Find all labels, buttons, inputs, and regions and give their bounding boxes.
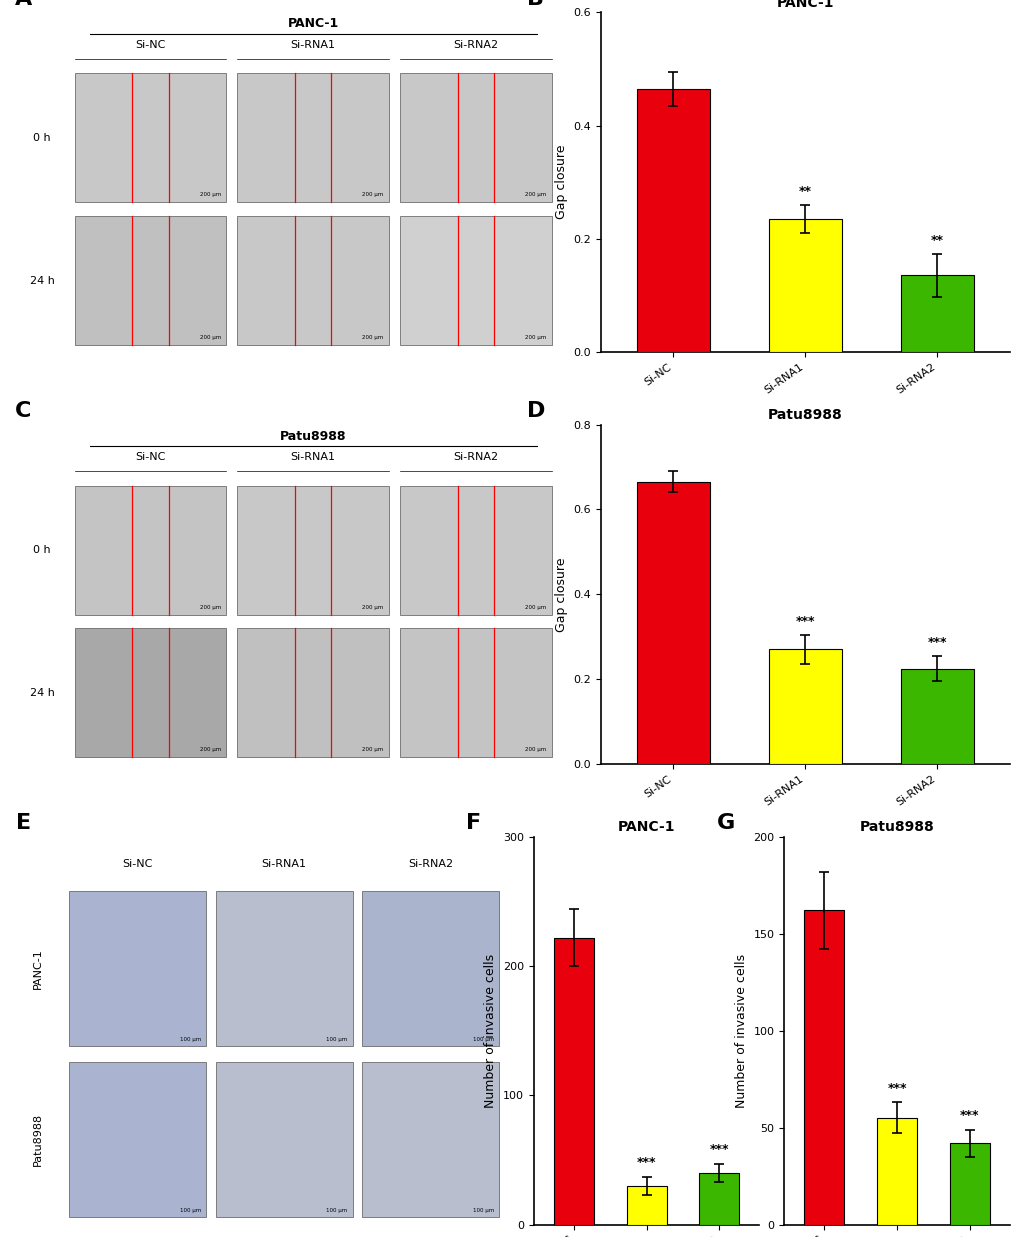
Title: Patu8988: Patu8988 <box>767 408 842 422</box>
Bar <box>637 89 709 351</box>
Text: A: A <box>15 0 33 9</box>
Bar <box>637 482 709 764</box>
Text: 200 μm: 200 μm <box>362 335 383 340</box>
Text: 0 h: 0 h <box>34 546 51 555</box>
Text: D: D <box>527 401 545 421</box>
Bar <box>74 216 226 345</box>
Text: 100 μm: 100 μm <box>473 1209 493 1213</box>
Bar <box>216 1061 353 1217</box>
Bar <box>399 486 551 615</box>
Text: 0 h: 0 h <box>34 132 51 143</box>
Text: Si-RNA2: Si-RNA2 <box>408 858 452 868</box>
Text: Si-RNA2: Si-RNA2 <box>452 453 498 463</box>
Text: 24 h: 24 h <box>30 688 54 698</box>
Text: ***: *** <box>636 1157 655 1169</box>
Bar <box>74 628 226 757</box>
Text: E: E <box>15 813 31 833</box>
Text: 200 μm: 200 μm <box>200 335 221 340</box>
Text: 200 μm: 200 μm <box>525 605 546 610</box>
Bar <box>900 276 972 351</box>
Title: PANC-1: PANC-1 <box>618 820 675 834</box>
Text: Si-NC: Si-NC <box>136 41 165 51</box>
Bar <box>699 1173 739 1225</box>
Text: ***: *** <box>709 1143 729 1157</box>
Text: 100 μm: 100 μm <box>179 1209 201 1213</box>
Text: Si-NC: Si-NC <box>136 453 165 463</box>
Text: 200 μm: 200 μm <box>362 605 383 610</box>
Bar <box>399 216 551 345</box>
Bar <box>900 668 972 764</box>
Text: 200 μm: 200 μm <box>525 193 546 198</box>
Text: Patu8988: Patu8988 <box>279 429 346 443</box>
Bar <box>237 486 389 615</box>
Text: Si-RNA1: Si-RNA1 <box>262 858 307 868</box>
Text: PANC-1: PANC-1 <box>287 17 338 31</box>
Text: Si-NC: Si-NC <box>122 858 153 868</box>
Text: G: G <box>716 813 735 833</box>
Text: C: C <box>15 401 32 421</box>
Text: 200 μm: 200 μm <box>200 605 221 610</box>
Text: ***: *** <box>959 1108 978 1122</box>
Text: 100 μm: 100 μm <box>473 1038 493 1043</box>
Text: 200 μm: 200 μm <box>200 193 221 198</box>
Bar <box>768 649 841 764</box>
Text: Si-RNA1: Si-RNA1 <box>290 453 335 463</box>
Bar <box>876 1118 916 1225</box>
Y-axis label: Number of invasive cells: Number of invasive cells <box>484 954 497 1107</box>
Bar <box>237 73 389 203</box>
Title: PANC-1: PANC-1 <box>775 0 834 10</box>
Text: F: F <box>466 813 481 833</box>
Text: B: B <box>527 0 543 9</box>
Text: 200 μm: 200 μm <box>362 747 383 752</box>
Text: Si-RNA2: Si-RNA2 <box>452 41 498 51</box>
Text: **: ** <box>798 184 811 198</box>
Bar <box>69 891 206 1047</box>
Text: 200 μm: 200 μm <box>525 335 546 340</box>
Text: 24 h: 24 h <box>30 276 54 286</box>
Bar <box>399 73 551 203</box>
Bar <box>362 1061 498 1217</box>
Text: 100 μm: 100 μm <box>179 1038 201 1043</box>
Y-axis label: Number of invasive cells: Number of invasive cells <box>735 954 747 1107</box>
Text: **: ** <box>929 234 943 247</box>
Bar <box>362 891 498 1047</box>
Bar <box>768 219 841 351</box>
Bar <box>949 1143 988 1225</box>
Text: 200 μm: 200 μm <box>200 747 221 752</box>
Bar <box>626 1186 666 1225</box>
Text: 200 μm: 200 μm <box>362 193 383 198</box>
Title: Patu8988: Patu8988 <box>859 820 933 834</box>
Bar <box>553 938 593 1225</box>
Bar <box>804 910 844 1225</box>
Bar <box>237 216 389 345</box>
Text: ***: *** <box>926 636 946 649</box>
Bar <box>74 486 226 615</box>
Y-axis label: Gap closure: Gap closure <box>554 557 568 632</box>
Text: 100 μm: 100 μm <box>326 1038 347 1043</box>
Bar <box>69 1061 206 1217</box>
Text: 100 μm: 100 μm <box>326 1209 347 1213</box>
Text: ***: *** <box>887 1081 906 1095</box>
Bar <box>237 628 389 757</box>
Text: ***: *** <box>795 615 814 627</box>
Y-axis label: Gap closure: Gap closure <box>554 145 568 219</box>
Bar <box>399 628 551 757</box>
Text: Si-RNA1: Si-RNA1 <box>290 41 335 51</box>
Bar <box>216 891 353 1047</box>
Bar <box>74 73 226 203</box>
Text: Patu8988: Patu8988 <box>33 1113 43 1165</box>
Text: PANC-1: PANC-1 <box>33 949 43 988</box>
Text: 200 μm: 200 μm <box>525 747 546 752</box>
